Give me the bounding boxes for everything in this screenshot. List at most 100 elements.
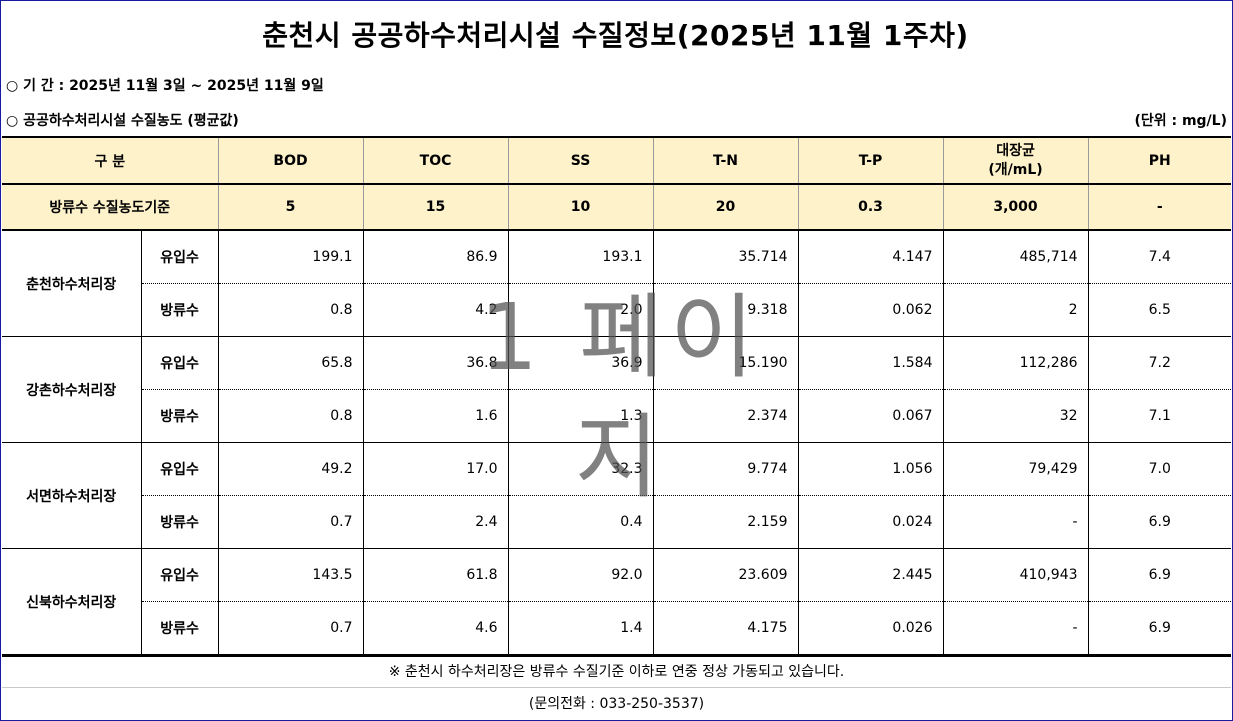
- header-coliform-line1: 대장균: [996, 142, 1035, 159]
- header-ph: PH: [1088, 136, 1232, 185]
- cell-ss: 0.4: [508, 495, 654, 549]
- header-ss: SS: [508, 136, 654, 185]
- plant-name: 강촌하수처리장: [2, 336, 142, 443]
- table-row: 방류수 0.7 4.6 1.4 4.175 0.026 - 6.9: [2, 601, 1232, 655]
- cell-toc: 4.6: [363, 601, 509, 655]
- standard-value: -: [1088, 184, 1232, 231]
- cell-coliform: 112,286: [943, 336, 1089, 390]
- header-row: 구 분 BOD TOC SS T-N T-P 대장균 (개/mL) PH: [2, 136, 1232, 185]
- standard-value: 15: [363, 184, 509, 231]
- cell-tn: 2.159: [653, 495, 799, 549]
- cell-ss: 1.4: [508, 601, 654, 655]
- cell-ph: 7.2: [1088, 336, 1232, 390]
- cell-coliform: -: [943, 495, 1089, 549]
- notice-text: ※ 춘천시 하수처리장은 방류수 수질기준 이하로 연중 정상 가동되고 있습니…: [2, 655, 1231, 688]
- table-row: 서면하수처리장 유입수 49.2 17.0 32.3 9.774 1.056 7…: [2, 442, 1232, 549]
- cell-tn: 4.175: [653, 601, 799, 655]
- cell-coliform: 410,943: [943, 548, 1089, 602]
- cell-coliform: 485,714: [943, 230, 1089, 284]
- cell-bod: 0.8: [218, 283, 364, 337]
- cell-tn: 9.318: [653, 283, 799, 337]
- cell-toc: 17.0: [363, 442, 509, 496]
- table-row: 강촌하수처리장 유입수 65.8 36.8 36.9 15.190 1.584 …: [2, 336, 1232, 443]
- header-coliform-line2: (개/mL): [988, 161, 1043, 178]
- row-kind: 유입수: [141, 442, 219, 496]
- cell-tp: 1.056: [798, 442, 944, 496]
- cell-tn: 35.714: [653, 230, 799, 284]
- standard-value: 3,000: [943, 184, 1089, 231]
- period-line: ○ 기 간 : 2025년 11월 3일 ~ 2025년 11월 9일: [6, 78, 324, 94]
- standard-value: 10: [508, 184, 654, 231]
- cell-coliform: -: [943, 601, 1089, 655]
- page-title: 춘천시 공공하수처리시설 수질정보(2025년 11월 1주차): [262, 19, 969, 52]
- header-tn: T-N: [653, 136, 799, 185]
- cell-bod: 0.7: [218, 495, 364, 549]
- standard-value: 20: [653, 184, 799, 231]
- header-coliform: 대장균 (개/mL): [943, 136, 1089, 185]
- table-row: 방류수 0.8 1.6 1.3 2.374 0.067 32 7.1: [2, 389, 1232, 443]
- cell-toc: 4.2: [363, 283, 509, 337]
- cell-ss: 32.3: [508, 442, 654, 496]
- row-kind: 유입수: [141, 230, 219, 284]
- cell-bod: 199.1: [218, 230, 364, 284]
- standard-value: 5: [218, 184, 364, 231]
- plant-name: 춘천하수처리장: [2, 230, 142, 337]
- cell-tn: 2.374: [653, 389, 799, 443]
- water-quality-table: 구 분 BOD TOC SS T-N T-P 대장균 (개/mL) PH 방류수 …: [2, 136, 1232, 655]
- cell-ph: 6.9: [1088, 495, 1232, 549]
- header-toc: TOC: [363, 136, 509, 185]
- cell-ph: 7.4: [1088, 230, 1232, 284]
- header-bod: BOD: [218, 136, 364, 185]
- cell-ph: 7.1: [1088, 389, 1232, 443]
- cell-tp: 0.024: [798, 495, 944, 549]
- table-row: 춘천하수처리장 유입수 199.1 86.9 193.1 35.714 4.14…: [2, 230, 1232, 337]
- header-category: 구 분: [2, 136, 219, 185]
- row-kind: 방류수: [141, 389, 219, 443]
- cell-ss: 193.1: [508, 230, 654, 284]
- table-row: 방류수 0.7 2.4 0.4 2.159 0.024 - 6.9: [2, 495, 1232, 549]
- cell-tn: 15.190: [653, 336, 799, 390]
- cell-ss: 1.3: [508, 389, 654, 443]
- cell-tp: 0.026: [798, 601, 944, 655]
- standard-label: 방류수 수질농도기준: [2, 184, 219, 231]
- cell-tp: 4.147: [798, 230, 944, 284]
- cell-bod: 65.8: [218, 336, 364, 390]
- cell-coliform: 79,429: [943, 442, 1089, 496]
- cell-coliform: 2: [943, 283, 1089, 337]
- cell-ss: 36.9: [508, 336, 654, 390]
- contact-text: (문의전화 : 033-250-3537): [528, 696, 705, 712]
- row-kind: 유입수: [141, 336, 219, 390]
- plant-name: 신북하수처리장: [2, 548, 142, 655]
- row-kind: 유입수: [141, 548, 219, 602]
- cell-ph: 7.0: [1088, 442, 1232, 496]
- cell-bod: 0.8: [218, 389, 364, 443]
- row-kind: 방류수: [141, 495, 219, 549]
- cell-bod: 143.5: [218, 548, 364, 602]
- cell-ss: 2.0: [508, 283, 654, 337]
- plant-name: 서면하수처리장: [2, 442, 142, 549]
- cell-tp: 0.067: [798, 389, 944, 443]
- cell-tp: 2.445: [798, 548, 944, 602]
- row-kind: 방류수: [141, 601, 219, 655]
- cell-ph: 6.9: [1088, 601, 1232, 655]
- cell-tp: 0.062: [798, 283, 944, 337]
- standard-value: 0.3: [798, 184, 944, 231]
- standard-row: 방류수 수질농도기준 5 15 10 20 0.3 3,000 -: [2, 184, 1232, 231]
- cell-bod: 49.2: [218, 442, 364, 496]
- cell-coliform: 32: [943, 389, 1089, 443]
- cell-tp: 1.584: [798, 336, 944, 390]
- row-kind: 방류수: [141, 283, 219, 337]
- cell-tn: 23.609: [653, 548, 799, 602]
- cell-toc: 36.8: [363, 336, 509, 390]
- header-tp: T-P: [798, 136, 944, 185]
- cell-bod: 0.7: [218, 601, 364, 655]
- cell-toc: 86.9: [363, 230, 509, 284]
- cell-toc: 2.4: [363, 495, 509, 549]
- cell-ph: 6.9: [1088, 548, 1232, 602]
- cell-ss: 92.0: [508, 548, 654, 602]
- subtitle-line: ○ 공공하수처리시설 수질농도 (평균값): [6, 113, 239, 129]
- cell-toc: 1.6: [363, 389, 509, 443]
- table-row: 신북하수처리장 유입수 143.5 61.8 92.0 23.609 2.445…: [2, 548, 1232, 655]
- cell-tn: 9.774: [653, 442, 799, 496]
- unit-label: (단위 : mg/L): [1134, 113, 1227, 129]
